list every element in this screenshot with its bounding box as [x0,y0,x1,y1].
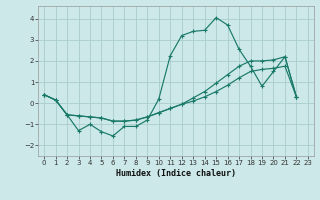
X-axis label: Humidex (Indice chaleur): Humidex (Indice chaleur) [116,169,236,178]
